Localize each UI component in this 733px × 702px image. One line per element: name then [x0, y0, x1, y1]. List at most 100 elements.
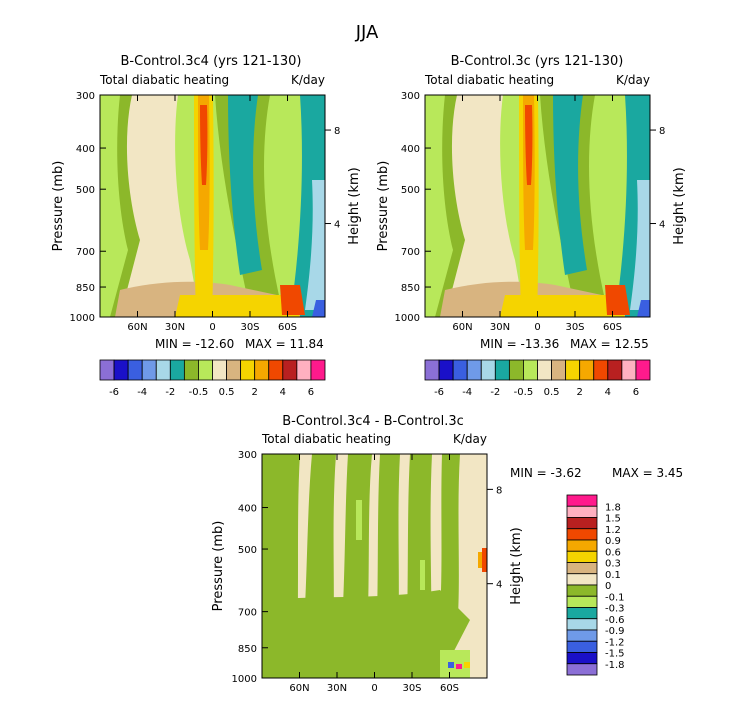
colorbar-swatch	[566, 505, 598, 518]
field-itcz-red	[525, 105, 533, 185]
xtick-label: 0	[534, 322, 540, 333]
panel-1-xticks: 60N 30N 0 30S 60S	[127, 95, 297, 333]
colorbar-label: -2	[490, 387, 500, 398]
colorbar-label: -6	[109, 387, 119, 398]
panel-1-min-label: MIN = -12.60	[155, 337, 234, 351]
colorbar-swatch	[566, 629, 598, 642]
field-noise-red	[482, 548, 487, 572]
ytick-label: 300	[401, 91, 420, 102]
panel-3-contour-field	[262, 454, 487, 678]
colorbar-swatch	[169, 359, 185, 381]
panel-2-subtitle-right: K/day	[616, 73, 650, 87]
xtick-label: 60S	[603, 322, 622, 333]
panel-3-xticks: 60N 30N 0 30S 60S	[289, 454, 459, 694]
colorbar-label: 1.2	[605, 525, 621, 536]
colorbar-swatch	[607, 359, 623, 381]
panel-3-rticks: 84	[487, 485, 502, 591]
colorbar-swatch	[438, 359, 454, 381]
colorbar-swatch	[296, 359, 312, 381]
colorbar-swatch	[621, 359, 637, 381]
colorbar-label: -1.2	[605, 637, 625, 648]
panel-2-xticks: 60N 30N 0 30S 60S	[452, 95, 622, 333]
ytick-label: 300	[238, 450, 257, 461]
colorbar-label: 1.5	[605, 514, 621, 525]
field-storm-blue	[312, 300, 325, 317]
field-teal-band	[228, 95, 262, 275]
field-ltblue-east	[630, 180, 650, 310]
field-noise-blue	[448, 662, 454, 668]
colorbar-swatch	[282, 359, 298, 381]
colorbar-swatch	[141, 359, 157, 381]
colorbar-label: 2	[577, 387, 583, 398]
rtick-label: 8	[659, 126, 665, 137]
colorbar-label: -2	[165, 387, 175, 398]
colorbar-swatch	[566, 494, 598, 507]
colorbar-swatch	[566, 528, 598, 541]
ytick-label: 850	[401, 283, 420, 294]
rtick-label: 8	[334, 126, 340, 137]
colorbar-swatch	[466, 359, 482, 381]
colorbar-label: -1.8	[605, 660, 625, 671]
panel-3-subtitle-right: K/day	[453, 432, 487, 446]
colorbar-label: -0.5	[514, 387, 534, 398]
ytick-label: 700	[401, 247, 420, 258]
xtick-label: 60S	[440, 683, 459, 694]
colorbar-swatch	[310, 359, 326, 381]
xtick-label: 60N	[127, 322, 147, 333]
colorbar-swatch	[565, 359, 581, 381]
panel-2-colorbar	[424, 359, 651, 381]
xtick-label: 60S	[278, 322, 297, 333]
panel-3-min-label: MIN = -3.62	[510, 466, 582, 480]
colorbar-swatch	[523, 359, 538, 381]
panel-1-contour-field	[100, 95, 325, 317]
rtick-label: 4	[496, 580, 502, 591]
panel-1-rticks: 84	[325, 126, 340, 231]
colorbar-swatch	[566, 573, 598, 586]
panel-1-title: B-Control.3c4 (yrs 121-130)	[121, 54, 302, 69]
ytick-label: 1000	[70, 313, 95, 324]
xtick-label: 30S	[402, 683, 421, 694]
xtick-label: 30N	[165, 322, 185, 333]
panel-3: B-Control.3c4 - B-Control.3c Total diaba…	[211, 414, 683, 694]
ytick-label: 500	[401, 185, 420, 196]
ytick-label: 500	[76, 185, 95, 196]
colorbar-swatch	[566, 550, 598, 563]
colorbar-swatch	[566, 595, 598, 608]
colorbar-swatch	[113, 359, 129, 381]
ytick-label: 700	[238, 608, 257, 619]
ytick-label: 850	[238, 644, 257, 655]
panel-2-ylabel-right: Height (km)	[672, 167, 687, 244]
panel-3-colorbar-labels: 1.81.51.20.90.60.30.10-0.1-0.3-0.6-0.9-1…	[605, 502, 625, 671]
colorbar-swatch	[212, 359, 227, 381]
colorbar-label: 0	[605, 581, 611, 592]
ytick-label: 1000	[232, 674, 257, 685]
panel-3-colorbar	[566, 494, 598, 676]
colorbar-swatch	[226, 359, 242, 381]
colorbar-label: -6	[434, 387, 444, 398]
field-lime-b	[420, 560, 425, 590]
panel-1-subtitle-right: K/day	[291, 73, 325, 87]
colorbar-label: 2	[252, 387, 258, 398]
xtick-label: 0	[371, 683, 377, 694]
field-noise-orange	[478, 552, 482, 568]
panel-3-title: B-Control.3c4 - B-Control.3c	[282, 414, 464, 429]
rtick-label: 8	[496, 485, 502, 496]
rtick-label: 4	[659, 220, 665, 231]
colorbar-label: 0.1	[605, 570, 621, 581]
field-ltblue-east	[305, 180, 325, 310]
panel-3-ylabel: Pressure (mb)	[211, 521, 226, 612]
panel-2-min-label: MIN = -13.36	[480, 337, 559, 351]
colorbar-swatch	[240, 359, 256, 381]
panel-2-max-label: MAX = 12.55	[570, 337, 649, 351]
colorbar-label: 0.5	[544, 387, 560, 398]
colorbar-label: -4	[462, 387, 472, 398]
colorbar-swatch	[566, 652, 598, 665]
colorbar-swatch	[566, 663, 598, 676]
colorbar-swatch	[480, 359, 496, 381]
field-teal-band	[553, 95, 587, 275]
panel-3-ylabel-right: Height (km)	[509, 527, 524, 604]
panel-2-colorbar-labels: -6 -4 -2 -0.5 0.5 2 4 6	[434, 387, 639, 398]
panel-2-yticks: 300 400 500 700 850 1000	[395, 91, 431, 324]
colorbar-swatch	[593, 359, 609, 381]
